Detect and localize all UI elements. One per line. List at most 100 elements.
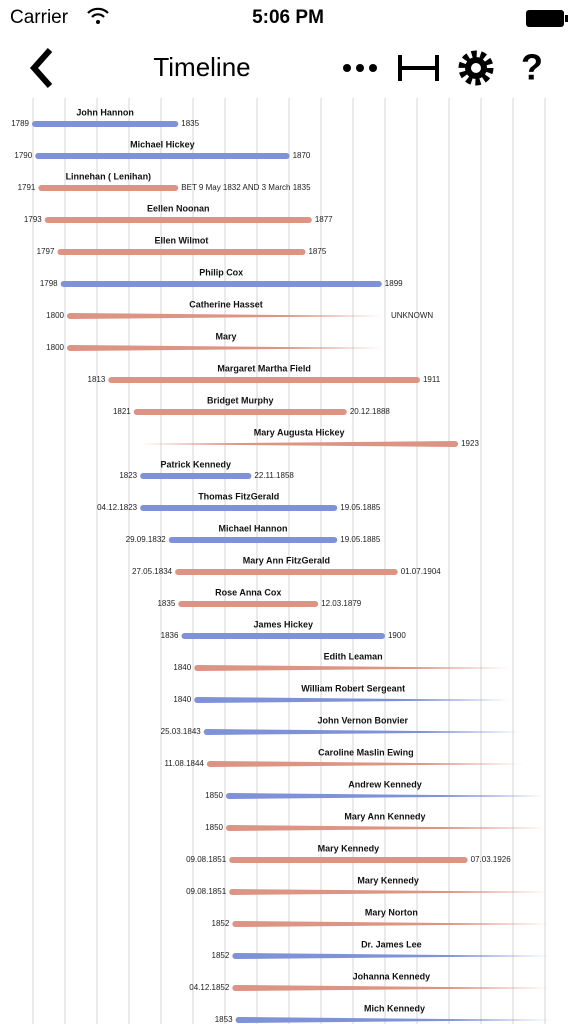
birth-label: 1813 bbox=[88, 375, 106, 384]
person-name: Rose Anna Cox bbox=[215, 587, 281, 597]
birth-label: 25.03.1843 bbox=[161, 727, 202, 736]
birth-label: 1800 bbox=[46, 343, 64, 352]
death-label: 1911 bbox=[423, 375, 441, 384]
person-name: Patrick Kennedy bbox=[161, 459, 232, 469]
person-name: Dr. James Lee bbox=[361, 939, 422, 949]
birth-label: 04.12.1823 bbox=[97, 503, 138, 512]
birth-label: 09.08.1851 bbox=[186, 887, 227, 896]
back-button[interactable] bbox=[29, 48, 53, 88]
wifi-dot bbox=[96, 20, 100, 24]
death-label: 1835 bbox=[181, 119, 199, 128]
person-name: Caroline Maslin Ewing bbox=[318, 747, 414, 757]
death-label: 1870 bbox=[293, 151, 311, 160]
birth-label: 1823 bbox=[119, 471, 137, 480]
birth-label: 1852 bbox=[212, 951, 230, 960]
life-bar bbox=[108, 377, 420, 383]
birth-label: 1850 bbox=[205, 823, 223, 832]
life-bar bbox=[206, 761, 525, 767]
person-name: Margaret Martha Field bbox=[217, 363, 311, 373]
life-bar bbox=[175, 569, 398, 575]
birth-label: 1797 bbox=[37, 247, 55, 256]
death-label: 19.05.1885 bbox=[340, 503, 381, 512]
life-bar bbox=[140, 473, 252, 479]
birth-label: 1853 bbox=[215, 1015, 233, 1024]
life-bar bbox=[181, 633, 385, 639]
death-label: 1877 bbox=[315, 215, 333, 224]
life-bar bbox=[232, 921, 551, 927]
death-label: 1875 bbox=[308, 247, 326, 256]
person-name: Michael Hannon bbox=[219, 523, 288, 533]
life-bar bbox=[203, 729, 522, 735]
birth-label: 1790 bbox=[14, 151, 32, 160]
life-bar bbox=[168, 537, 338, 543]
person-name: John Vernon Bonvier bbox=[317, 715, 408, 725]
person-name: Mary Augusta Hickey bbox=[254, 427, 345, 437]
life-bar bbox=[38, 185, 179, 191]
nav-title: Timeline bbox=[153, 52, 250, 82]
life-bar bbox=[32, 121, 179, 127]
life-bar bbox=[194, 665, 513, 671]
more-button[interactable] bbox=[343, 64, 377, 72]
person-name: Bridget Murphy bbox=[207, 395, 274, 405]
death-label: UNKNOWN bbox=[391, 311, 433, 320]
life-bar bbox=[66, 313, 385, 319]
birth-label: 29.09.1832 bbox=[126, 535, 167, 544]
settings-button[interactable] bbox=[458, 50, 494, 86]
life-bar bbox=[225, 825, 544, 831]
life-bar bbox=[225, 793, 544, 799]
life-bar bbox=[35, 153, 290, 159]
birth-label: 1821 bbox=[113, 407, 131, 416]
person-name: Mich Kennedy bbox=[364, 1003, 425, 1013]
death-label: 19.05.1885 bbox=[340, 535, 381, 544]
person-name: James Hickey bbox=[253, 619, 313, 629]
person-name: Mary Kennedy bbox=[357, 875, 419, 885]
death-label: 07.03.1926 bbox=[471, 855, 512, 864]
person-name: Ellen Wilmot bbox=[154, 235, 208, 245]
birth-label: 09.08.1851 bbox=[186, 855, 227, 864]
person-name: Michael Hickey bbox=[130, 139, 195, 149]
death-label: 1923 bbox=[461, 439, 479, 448]
help-button[interactable]: ? bbox=[521, 47, 543, 88]
life-bar bbox=[194, 697, 513, 703]
person-name: Mary bbox=[215, 331, 236, 341]
life-bar bbox=[57, 249, 306, 255]
birth-label: 1840 bbox=[173, 663, 191, 672]
battery-tip bbox=[565, 15, 568, 22]
person-name: Edith Leaman bbox=[324, 651, 383, 661]
person-name: Linnehan ( Lenihan) bbox=[66, 171, 152, 181]
person-name: Mary Norton bbox=[365, 907, 418, 917]
life-bar bbox=[133, 409, 347, 415]
life-bar bbox=[232, 985, 551, 991]
timeline: John Hannon 1789 1835 Michael Hickey 1790 187… bbox=[11, 107, 554, 1024]
life-bar bbox=[235, 1017, 554, 1023]
person-name: John Hannon bbox=[76, 107, 134, 117]
death-label: 22.11.1858 bbox=[254, 471, 294, 480]
battery bbox=[526, 10, 564, 27]
life-bar bbox=[229, 857, 468, 863]
birth-label: 1798 bbox=[40, 279, 58, 288]
birth-label: 1836 bbox=[161, 631, 179, 640]
death-label: 01.07.1904 bbox=[401, 567, 442, 576]
birth-label: 1789 bbox=[11, 119, 29, 128]
person-name: Mary Ann FitzGerald bbox=[243, 555, 330, 565]
person-name: Philip Cox bbox=[199, 267, 243, 277]
person-name: Johanna Kennedy bbox=[353, 971, 431, 981]
birth-label: 1800 bbox=[46, 311, 64, 320]
life-bar bbox=[44, 217, 312, 223]
time: 5:06 PM bbox=[252, 7, 324, 28]
birth-label: 1791 bbox=[18, 183, 36, 192]
death-label: 1899 bbox=[385, 279, 403, 288]
birth-label: 1840 bbox=[173, 695, 191, 704]
birth-label: 1850 bbox=[205, 791, 223, 800]
person-name: Mary Ann Kennedy bbox=[344, 811, 425, 821]
life-bar bbox=[60, 281, 382, 287]
death-label: 12.03.1879 bbox=[321, 599, 362, 608]
birth-label: 1793 bbox=[24, 215, 42, 224]
carrier: Carrier bbox=[10, 7, 69, 28]
death-label: 1900 bbox=[388, 631, 406, 640]
person-name: Andrew Kennedy bbox=[348, 779, 422, 789]
fit-button[interactable] bbox=[398, 55, 439, 81]
header-bg bbox=[0, 0, 577, 98]
birth-label: 04.12.1852 bbox=[189, 983, 230, 992]
